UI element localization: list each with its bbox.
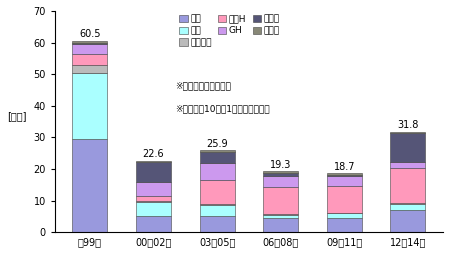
Bar bbox=[200, 205, 234, 216]
Bar bbox=[136, 196, 171, 201]
Bar bbox=[391, 133, 425, 162]
Bar bbox=[136, 201, 171, 202]
Text: ※サ高住は建築竝工年: ※サ高住は建築竝工年 bbox=[175, 82, 231, 91]
Bar bbox=[72, 44, 108, 54]
Bar bbox=[200, 150, 234, 152]
Bar bbox=[136, 162, 171, 182]
Bar bbox=[263, 187, 298, 214]
Bar bbox=[263, 171, 298, 173]
Bar bbox=[136, 182, 171, 196]
Text: 22.6: 22.6 bbox=[143, 149, 164, 159]
Bar bbox=[327, 213, 362, 218]
Bar bbox=[136, 161, 171, 162]
Bar bbox=[391, 168, 425, 203]
Bar bbox=[200, 152, 234, 163]
Text: 25.9: 25.9 bbox=[206, 139, 228, 149]
Text: 18.7: 18.7 bbox=[333, 162, 355, 171]
Bar bbox=[200, 180, 234, 204]
Text: ※個浴は絀10室に1台の割合で設置: ※個浴は絀10室に1台の割合で設置 bbox=[175, 104, 270, 113]
Legend: 特養, 老健, 療養病床, 有老H, GH, サ高住, その他: 特養, 老健, 療養病床, 有老H, GH, サ高住, その他 bbox=[176, 11, 283, 51]
Bar bbox=[263, 173, 298, 176]
Bar bbox=[72, 65, 108, 73]
Bar bbox=[327, 173, 362, 175]
Bar bbox=[72, 139, 108, 232]
Bar bbox=[136, 202, 171, 216]
Bar bbox=[263, 218, 298, 232]
Bar bbox=[200, 216, 234, 232]
Text: 60.5: 60.5 bbox=[79, 29, 101, 39]
Text: 31.8: 31.8 bbox=[397, 120, 419, 130]
Bar bbox=[391, 162, 425, 168]
Bar bbox=[327, 176, 362, 186]
Bar bbox=[72, 54, 108, 65]
Bar bbox=[136, 216, 171, 232]
Bar bbox=[263, 215, 298, 218]
Bar bbox=[391, 204, 425, 210]
Bar bbox=[72, 41, 108, 43]
Bar bbox=[72, 73, 108, 139]
Bar bbox=[327, 186, 362, 213]
Text: 19.3: 19.3 bbox=[270, 160, 292, 170]
Bar bbox=[327, 218, 362, 232]
Bar bbox=[263, 214, 298, 215]
Bar bbox=[391, 132, 425, 133]
Y-axis label: [万室]: [万室] bbox=[7, 112, 27, 122]
Bar bbox=[391, 210, 425, 232]
Bar bbox=[200, 204, 234, 205]
Bar bbox=[72, 43, 108, 44]
Bar bbox=[200, 163, 234, 180]
Bar bbox=[263, 176, 298, 187]
Bar bbox=[327, 175, 362, 176]
Bar bbox=[391, 203, 425, 204]
